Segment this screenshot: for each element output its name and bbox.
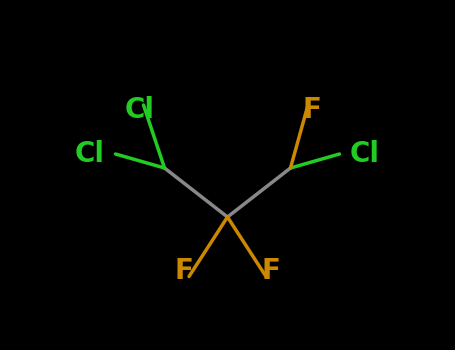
Text: F: F bbox=[262, 257, 281, 285]
Text: F: F bbox=[174, 257, 193, 285]
Text: F: F bbox=[302, 96, 321, 124]
Text: Cl: Cl bbox=[125, 96, 155, 124]
Text: Cl: Cl bbox=[75, 140, 105, 168]
Text: Cl: Cl bbox=[350, 140, 380, 168]
